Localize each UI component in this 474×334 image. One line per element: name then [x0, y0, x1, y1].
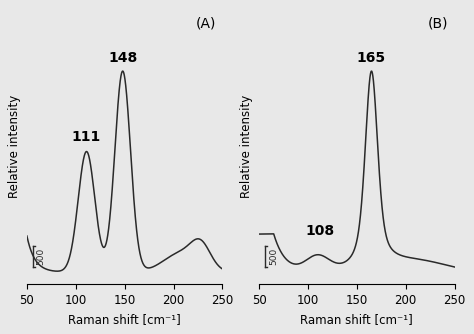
Text: (B): (B)	[428, 17, 449, 31]
Text: 111: 111	[72, 130, 101, 144]
Text: 500: 500	[269, 247, 278, 265]
Y-axis label: Relative intensity: Relative intensity	[9, 95, 21, 198]
X-axis label: Raman shift [cm⁻¹]: Raman shift [cm⁻¹]	[68, 313, 181, 326]
Text: 500: 500	[36, 247, 46, 265]
Y-axis label: Relative intensity: Relative intensity	[240, 95, 254, 198]
Text: 148: 148	[108, 51, 137, 65]
X-axis label: Raman shift [cm⁻¹]: Raman shift [cm⁻¹]	[301, 313, 413, 326]
Text: (A): (A)	[196, 17, 217, 31]
Text: 165: 165	[357, 51, 386, 65]
Text: 108: 108	[305, 224, 334, 238]
